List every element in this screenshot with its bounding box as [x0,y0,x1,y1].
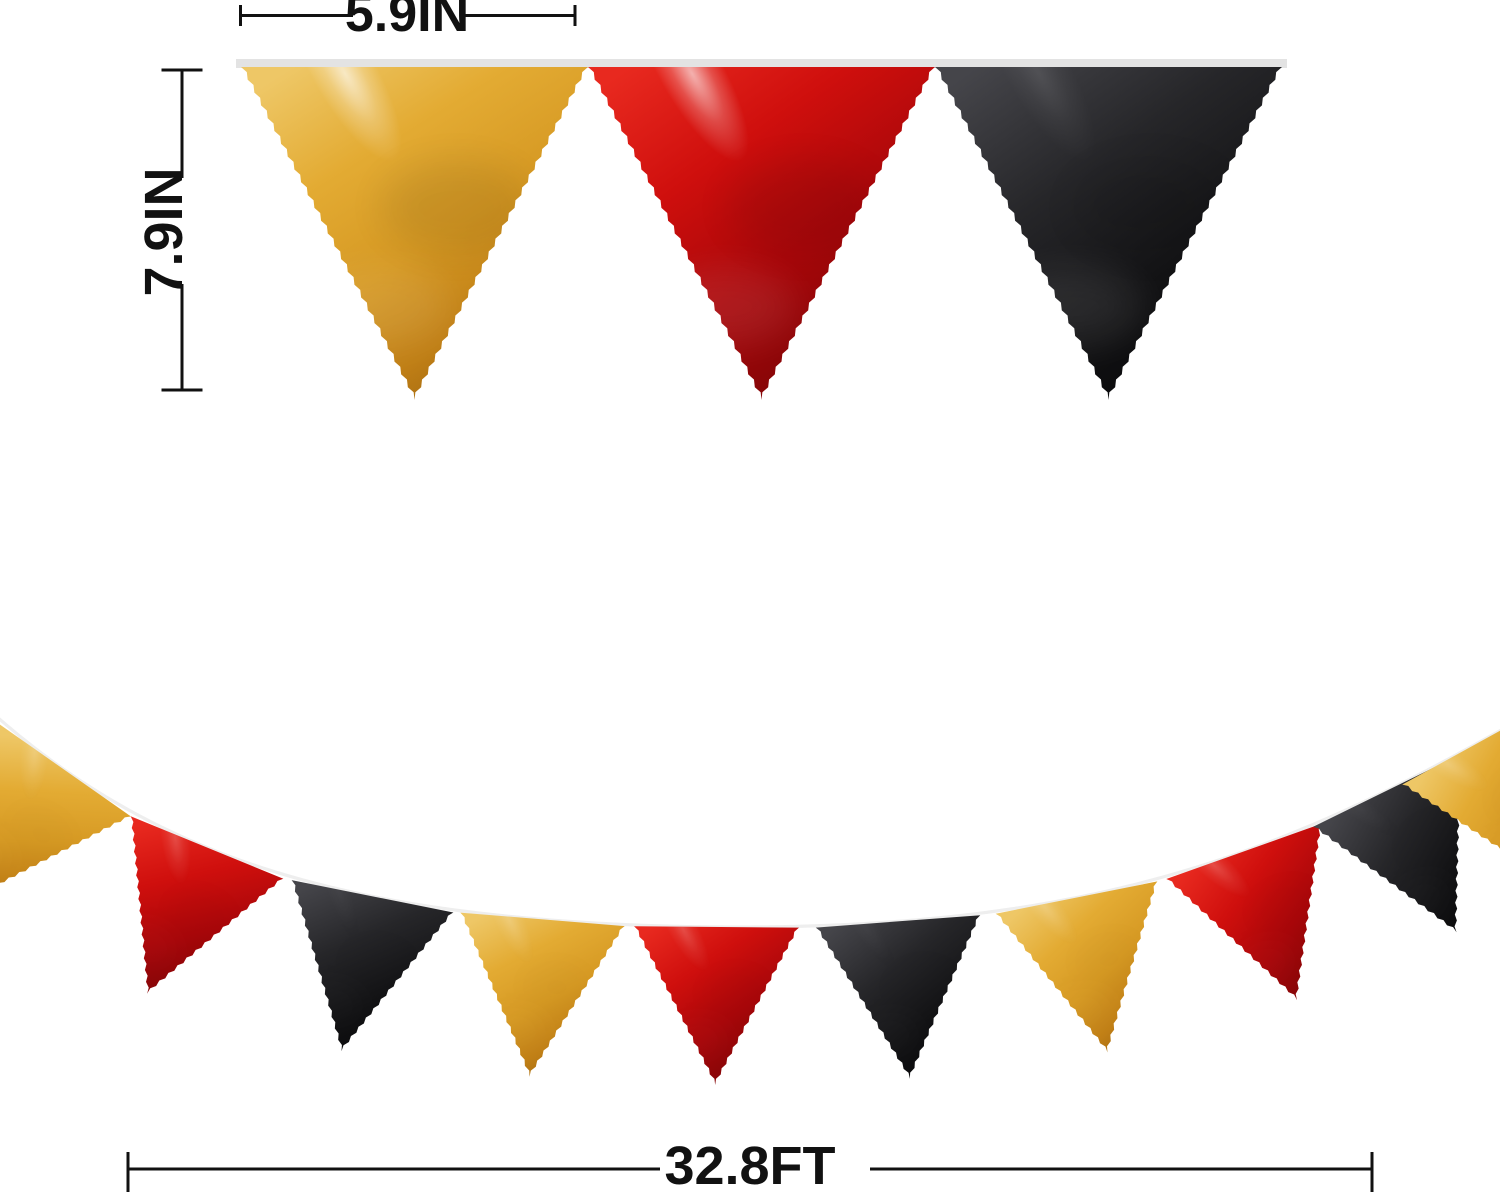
svg-text:32.8FT: 32.8FT [664,1136,835,1196]
svg-text:5.9IN: 5.9IN [345,0,469,43]
svg-text:7.9IN: 7.9IN [134,167,194,296]
